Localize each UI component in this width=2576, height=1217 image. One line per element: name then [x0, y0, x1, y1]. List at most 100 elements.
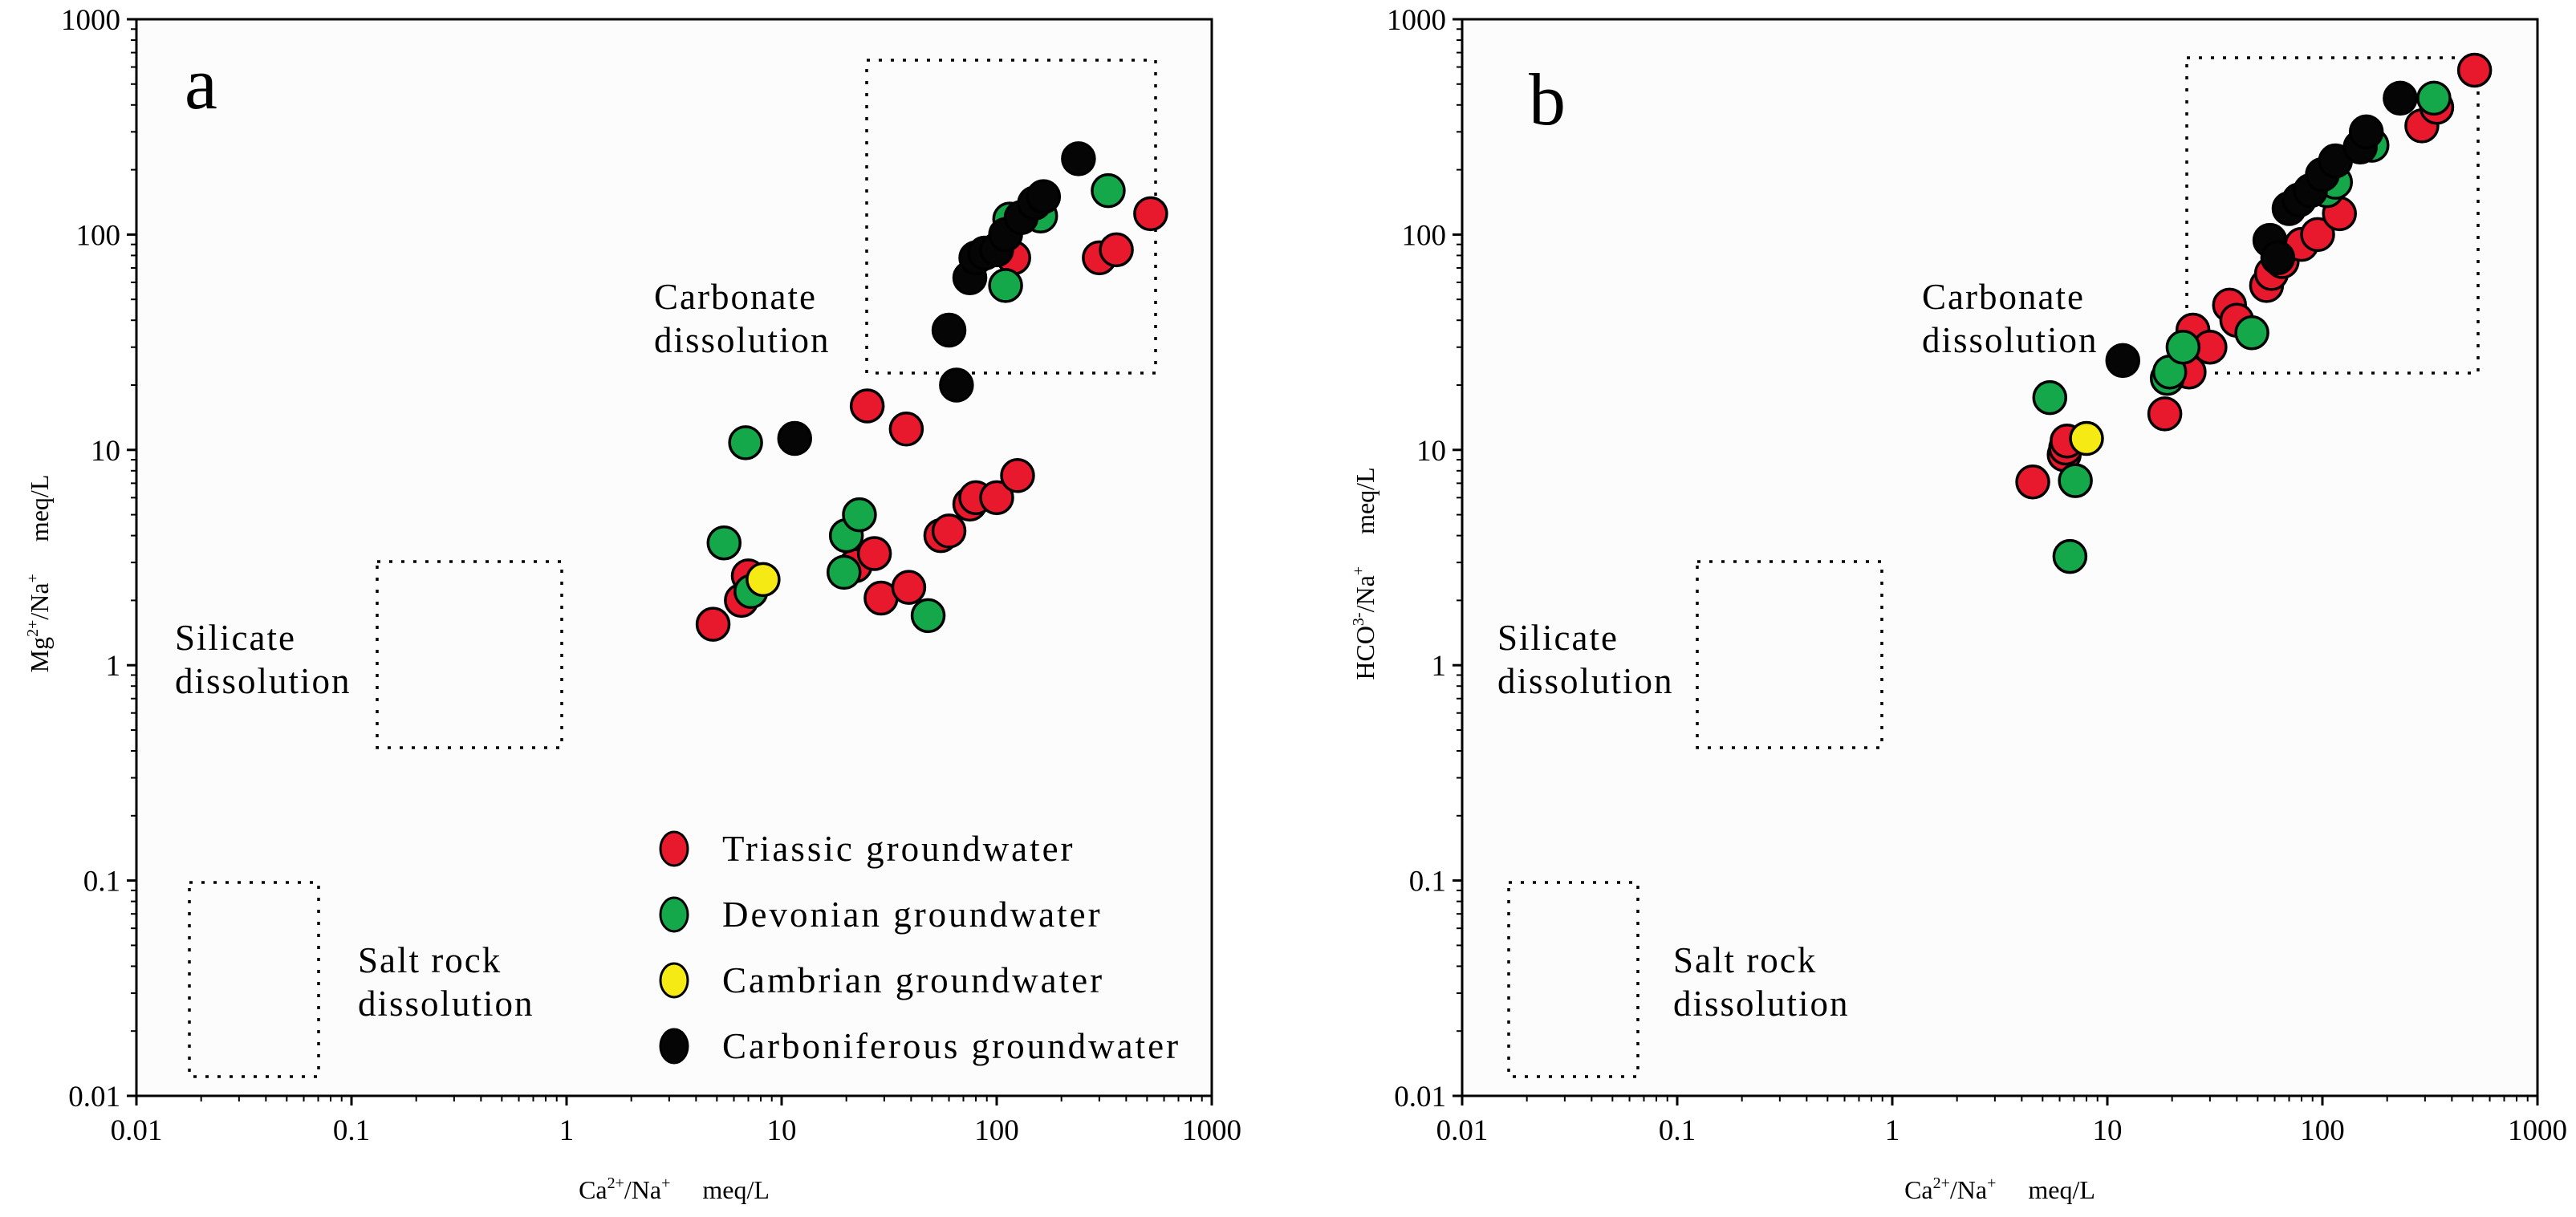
data-point-devonian	[910, 598, 946, 634]
y-axis-title-base: HCO	[1351, 626, 1379, 680]
data-point-triassic	[891, 570, 927, 605]
y-tick-label: 10	[1416, 435, 1446, 468]
x-tick-label: 1	[1885, 1114, 1900, 1147]
x-axis-title-sup: 2+	[1933, 1174, 1950, 1192]
region-box-silicate	[376, 560, 563, 749]
data-point-devonian	[2234, 315, 2269, 351]
x-axis-title-unit: meq/L	[2028, 1175, 2095, 1204]
legend-label-triassic: Triassic groundwater	[722, 829, 1075, 869]
data-point-carboniferous	[1061, 141, 1096, 176]
region-box-salt	[1507, 881, 1639, 1078]
legend-label-cambrian: Cambrian groundwater	[722, 960, 1104, 1000]
y-tick-label: 1	[106, 650, 121, 683]
legend: Triassic groundwater Devonian groundwater…	[659, 829, 1180, 1066]
data-point-devonian	[728, 425, 763, 460]
x-tick-label: 10	[767, 1114, 797, 1147]
y-tick-label: 0.01	[1394, 1081, 1446, 1114]
data-point-cambrian	[746, 562, 781, 598]
y-axis-title: Mg2+/Na+ meq/L	[24, 475, 54, 673]
series-carboniferous	[777, 141, 1096, 456]
data-point-triassic	[888, 412, 924, 447]
data-point-devonian	[842, 497, 877, 533]
region-box-carbonate	[2185, 56, 2480, 375]
data-point-carboniferous	[777, 420, 813, 456]
y-axis-title-sup: 2+	[24, 620, 42, 637]
x-tick-label: 100	[974, 1114, 1019, 1147]
region-label-carbonate: dissolution	[654, 320, 831, 360]
region-label-salt: Salt rock	[358, 940, 502, 980]
x-axis-title-slash: /Na	[1950, 1175, 1987, 1204]
data-point-devonian	[2052, 538, 2088, 574]
y-axis-title-sup2: +	[24, 574, 42, 582]
chart-panel-a: 0.010.010.10.111101010010010001000Ca2+/N…	[24, 4, 1241, 1204]
data-point-triassic	[695, 606, 731, 642]
x-axis-title-base: Ca	[1904, 1175, 1933, 1204]
legend-marker-triassic	[659, 830, 689, 867]
y-axis-title-unit: meq/L	[25, 475, 54, 542]
x-tick-label: 0.1	[1659, 1114, 1696, 1147]
y-tick-label: 1000	[61, 4, 120, 37]
x-tick-label: 1000	[2508, 1114, 2567, 1147]
data-point-devonian	[826, 554, 862, 590]
series-cambrian	[746, 562, 781, 598]
data-point-carboniferous	[931, 312, 967, 348]
data-point-devonian	[2165, 329, 2201, 365]
legend-marker-devonian	[659, 896, 689, 933]
series-carboniferous	[2105, 80, 2418, 379]
x-axis-title-unit: meq/L	[702, 1175, 770, 1204]
region-box-silicate	[1696, 560, 1883, 749]
region-label-carbonate: dissolution	[1922, 320, 2099, 360]
data-point-carboniferous	[2348, 114, 2384, 150]
y-tick-label: 1	[1432, 650, 1447, 683]
y-tick-label: 0.1	[83, 866, 120, 899]
panel-letter: b	[1529, 59, 1566, 140]
panel-letter: a	[185, 43, 217, 124]
x-tick-label: 10	[2093, 1114, 2123, 1147]
y-axis-title-sup2: +	[1350, 566, 1367, 575]
region-label-silicate: dissolution	[175, 661, 351, 701]
x-axis-title-base: Ca	[579, 1175, 607, 1204]
y-axis-title-base: Mg	[25, 637, 54, 672]
data-point-triassic	[849, 388, 885, 424]
region-label-silicate: Silicate	[175, 618, 296, 658]
y-tick-label: 100	[1402, 219, 1447, 252]
x-axis-title-sup: 2+	[607, 1174, 624, 1192]
series-cambrian	[2069, 420, 2104, 456]
region-label-carbonate: Carbonate	[654, 277, 817, 317]
y-axis-title-sup: 3-	[1350, 612, 1367, 626]
data-point-triassic	[1133, 196, 1168, 232]
x-axis-title-slash: /Na	[624, 1175, 661, 1204]
x-tick-label: 0.1	[333, 1114, 370, 1147]
legend-label-devonian: Devonian groundwater	[722, 894, 1103, 935]
data-point-cambrian	[2069, 420, 2104, 456]
data-point-triassic	[2300, 217, 2335, 253]
x-axis-title: Ca2+/Na+ meq/L	[1904, 1174, 2095, 1204]
y-axis-title-slash: /Na	[25, 582, 54, 619]
data-point-carboniferous	[2260, 240, 2296, 276]
data-point-devonian	[2058, 463, 2093, 498]
region-label-silicate: Silicate	[1497, 618, 1619, 658]
data-point-triassic	[2456, 52, 2493, 88]
data-point-triassic	[2147, 396, 2183, 432]
y-axis-title: HCO3-/Na+ meq/L	[1350, 467, 1379, 679]
data-point-devonian	[988, 268, 1023, 303]
chart-panel-b: 0.010.010.10.111101010010010001000Ca2+/N…	[1350, 4, 2567, 1204]
y-axis-title-unit: meq/L	[1351, 467, 1379, 534]
data-point-carboniferous	[2105, 343, 2141, 379]
y-tick-label: 0.01	[68, 1081, 120, 1114]
y-tick-label: 100	[76, 219, 121, 252]
legend-label-carboniferous: Carboniferous groundwater	[722, 1026, 1180, 1066]
x-axis-title: Ca2+/Na+ meq/L	[579, 1174, 770, 1204]
data-point-triassic	[1099, 232, 1134, 268]
x-tick-label: 1	[559, 1114, 575, 1147]
x-axis-title-sup2: +	[661, 1174, 670, 1192]
data-point-devonian	[706, 525, 742, 561]
data-point-triassic	[931, 513, 967, 549]
region-label-carbonate: Carbonate	[1922, 277, 2085, 317]
data-point-triassic	[2015, 464, 2050, 500]
region-label-silicate: dissolution	[1497, 661, 1674, 701]
data-point-triassic	[856, 536, 892, 571]
data-point-carboniferous	[939, 367, 974, 403]
data-point-devonian	[2416, 80, 2452, 116]
